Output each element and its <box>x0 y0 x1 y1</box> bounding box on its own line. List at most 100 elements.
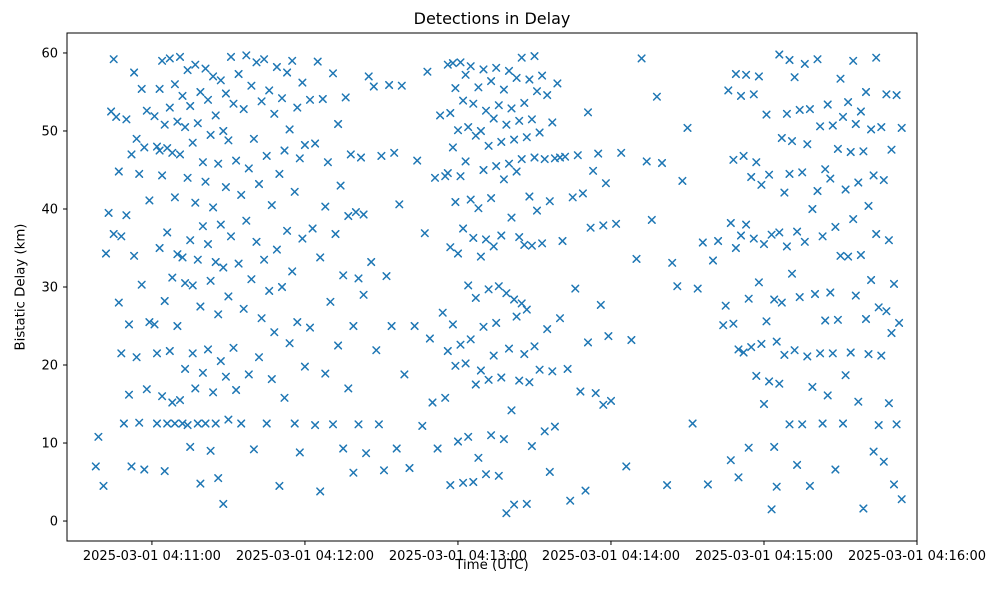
scatter-point <box>359 290 368 299</box>
scatter-point <box>137 84 146 93</box>
scatter-point <box>456 58 465 67</box>
scatter-point <box>471 293 480 302</box>
scatter-point <box>889 279 899 288</box>
scatter-point <box>193 419 202 428</box>
scatter-point <box>831 465 840 474</box>
scatter-point <box>247 81 256 90</box>
scatter-point <box>150 320 159 329</box>
scatter-point <box>203 345 213 354</box>
scatter-point <box>642 157 651 166</box>
x-tick-label: 2025-03-01 04:12:00 <box>236 549 374 564</box>
scatter-point <box>341 93 350 102</box>
scatter-point <box>510 135 519 144</box>
scatter-point <box>385 80 394 90</box>
scatter-point <box>798 420 807 429</box>
scatter-point <box>589 166 598 175</box>
scatter-point <box>816 122 825 131</box>
scatter-point <box>487 77 496 86</box>
scatter-point <box>305 323 315 332</box>
scatter-point <box>884 399 893 408</box>
scatter-point <box>540 427 549 436</box>
scatter-point <box>867 275 876 285</box>
scatter-point <box>499 85 508 94</box>
scatter-point <box>892 420 901 429</box>
y-tick-label: 50 <box>41 124 58 139</box>
scatter-point <box>229 343 238 352</box>
scatter-point <box>451 361 460 370</box>
scatter-point <box>892 91 901 100</box>
scatter-point <box>262 419 271 428</box>
scatter-point <box>354 274 363 283</box>
scatter-point <box>277 94 287 103</box>
scatter-point <box>492 63 501 72</box>
scatter-point <box>787 137 797 146</box>
scatter-point <box>173 321 182 331</box>
scatter-point <box>515 233 524 242</box>
scatter-point <box>800 237 809 246</box>
scatter-point <box>481 106 491 115</box>
scatter-point <box>237 419 246 428</box>
scatter-point <box>532 87 542 96</box>
scatter-point <box>234 69 243 79</box>
scatter-point <box>211 257 220 267</box>
scatter-point <box>349 468 358 477</box>
scatter-point <box>578 189 587 198</box>
scatter-point <box>300 140 309 150</box>
scatter-point <box>494 101 503 110</box>
scatter-point <box>313 57 322 66</box>
scatter-point <box>453 249 463 258</box>
scatter-point <box>122 211 131 220</box>
scatter-point <box>752 158 761 167</box>
scatter-point <box>206 446 215 455</box>
scatter-point <box>479 65 488 74</box>
scatter-point <box>461 359 470 368</box>
scatter-point <box>657 158 667 168</box>
scatter-point <box>604 332 613 341</box>
scatter-point <box>170 419 179 428</box>
scatter-point <box>838 112 848 121</box>
scatter-point <box>351 208 360 217</box>
scatter-point <box>775 228 784 237</box>
scatter-point <box>382 272 391 281</box>
scatter-point <box>489 114 498 123</box>
scatter-point <box>186 442 195 451</box>
scatter-point <box>469 233 478 242</box>
scatter-point <box>124 390 134 399</box>
scatter-point <box>474 453 483 462</box>
scatter-point <box>331 229 340 239</box>
scatter-point <box>226 52 236 61</box>
scatter-point <box>155 146 164 155</box>
scatter-point <box>627 335 636 345</box>
scatter-point <box>277 282 287 292</box>
x-tick-label: 2025-03-01 04:13:00 <box>389 549 527 564</box>
scatter-point <box>787 269 797 278</box>
scatter-point <box>260 255 269 264</box>
scatter-point <box>247 275 256 284</box>
scatter-point <box>759 399 769 409</box>
scatter-point <box>879 176 888 185</box>
scatter-point <box>244 370 253 379</box>
scatter-point <box>849 215 858 224</box>
scatter-point <box>775 379 784 388</box>
scatter-point <box>221 89 230 98</box>
scatter-point <box>502 289 511 298</box>
scatter-point <box>395 200 404 209</box>
scatter-point <box>884 236 893 245</box>
scatter-point <box>201 177 210 186</box>
scatter-point <box>165 103 174 112</box>
scatter-point <box>168 273 177 282</box>
scatter-point <box>504 159 514 168</box>
scatter-point <box>130 251 139 260</box>
y-tick-label: 0 <box>50 515 58 530</box>
scatter-point <box>887 145 896 154</box>
scatter-point <box>311 421 320 430</box>
scatter-point <box>201 64 210 73</box>
scatter-point <box>469 477 478 487</box>
scatter-point <box>119 419 128 428</box>
scatter-point <box>124 320 134 329</box>
scatter-point <box>203 95 213 104</box>
scatter-point <box>459 478 468 487</box>
scatter-point <box>803 352 812 361</box>
scatter-point <box>846 348 855 357</box>
